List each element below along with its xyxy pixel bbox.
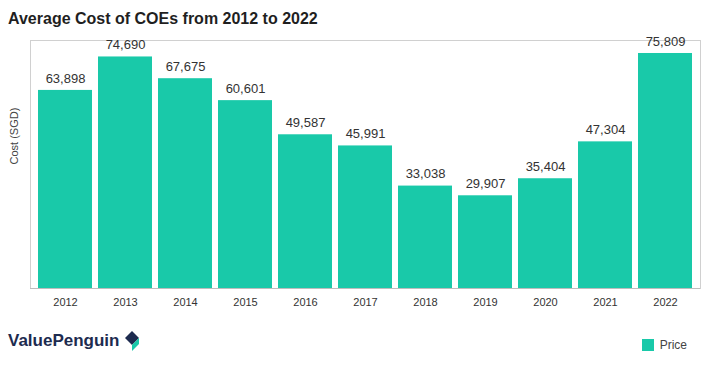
- svg-text:75,809: 75,809: [646, 34, 686, 49]
- svg-text:60,601: 60,601: [226, 81, 266, 96]
- html-text:Average Cost of COEs from 2012: Average Cost of COEs from 2012 to 2022: [8, 10, 318, 27]
- svg-text:45,991: 45,991: [346, 126, 386, 141]
- svg-text:2016: 2016: [293, 296, 317, 308]
- svg-text:2017: 2017: [353, 296, 377, 308]
- svg-text:Cost (SGD): Cost (SGD): [8, 108, 20, 165]
- html-text:Price: Price: [659, 338, 687, 352]
- svg-text:63,898: 63,898: [46, 71, 86, 86]
- svg-text:47,304: 47,304: [586, 122, 626, 137]
- svg-text:2021: 2021: [593, 296, 617, 308]
- svg-text:2018: 2018: [413, 296, 437, 308]
- html-text:ValuePenguin: ValuePenguin: [8, 331, 120, 350]
- svg-text:2022: 2022: [653, 296, 677, 308]
- svg-text:29,907: 29,907: [466, 176, 506, 191]
- svg-text:49,587: 49,587: [286, 115, 326, 130]
- svg-text:2020: 2020: [533, 296, 557, 308]
- svg-text:2012: 2012: [53, 296, 77, 308]
- svg-text:2015: 2015: [233, 296, 257, 308]
- svg-text:2013: 2013: [113, 296, 137, 308]
- svg-text:2019: 2019: [473, 296, 497, 308]
- svg-text:35,404: 35,404: [526, 159, 566, 174]
- svg-text:33,038: 33,038: [406, 166, 446, 181]
- svg-text:67,675: 67,675: [166, 59, 206, 74]
- svg-text:2014: 2014: [173, 296, 197, 308]
- svg-text:74,690: 74,690: [106, 37, 146, 52]
